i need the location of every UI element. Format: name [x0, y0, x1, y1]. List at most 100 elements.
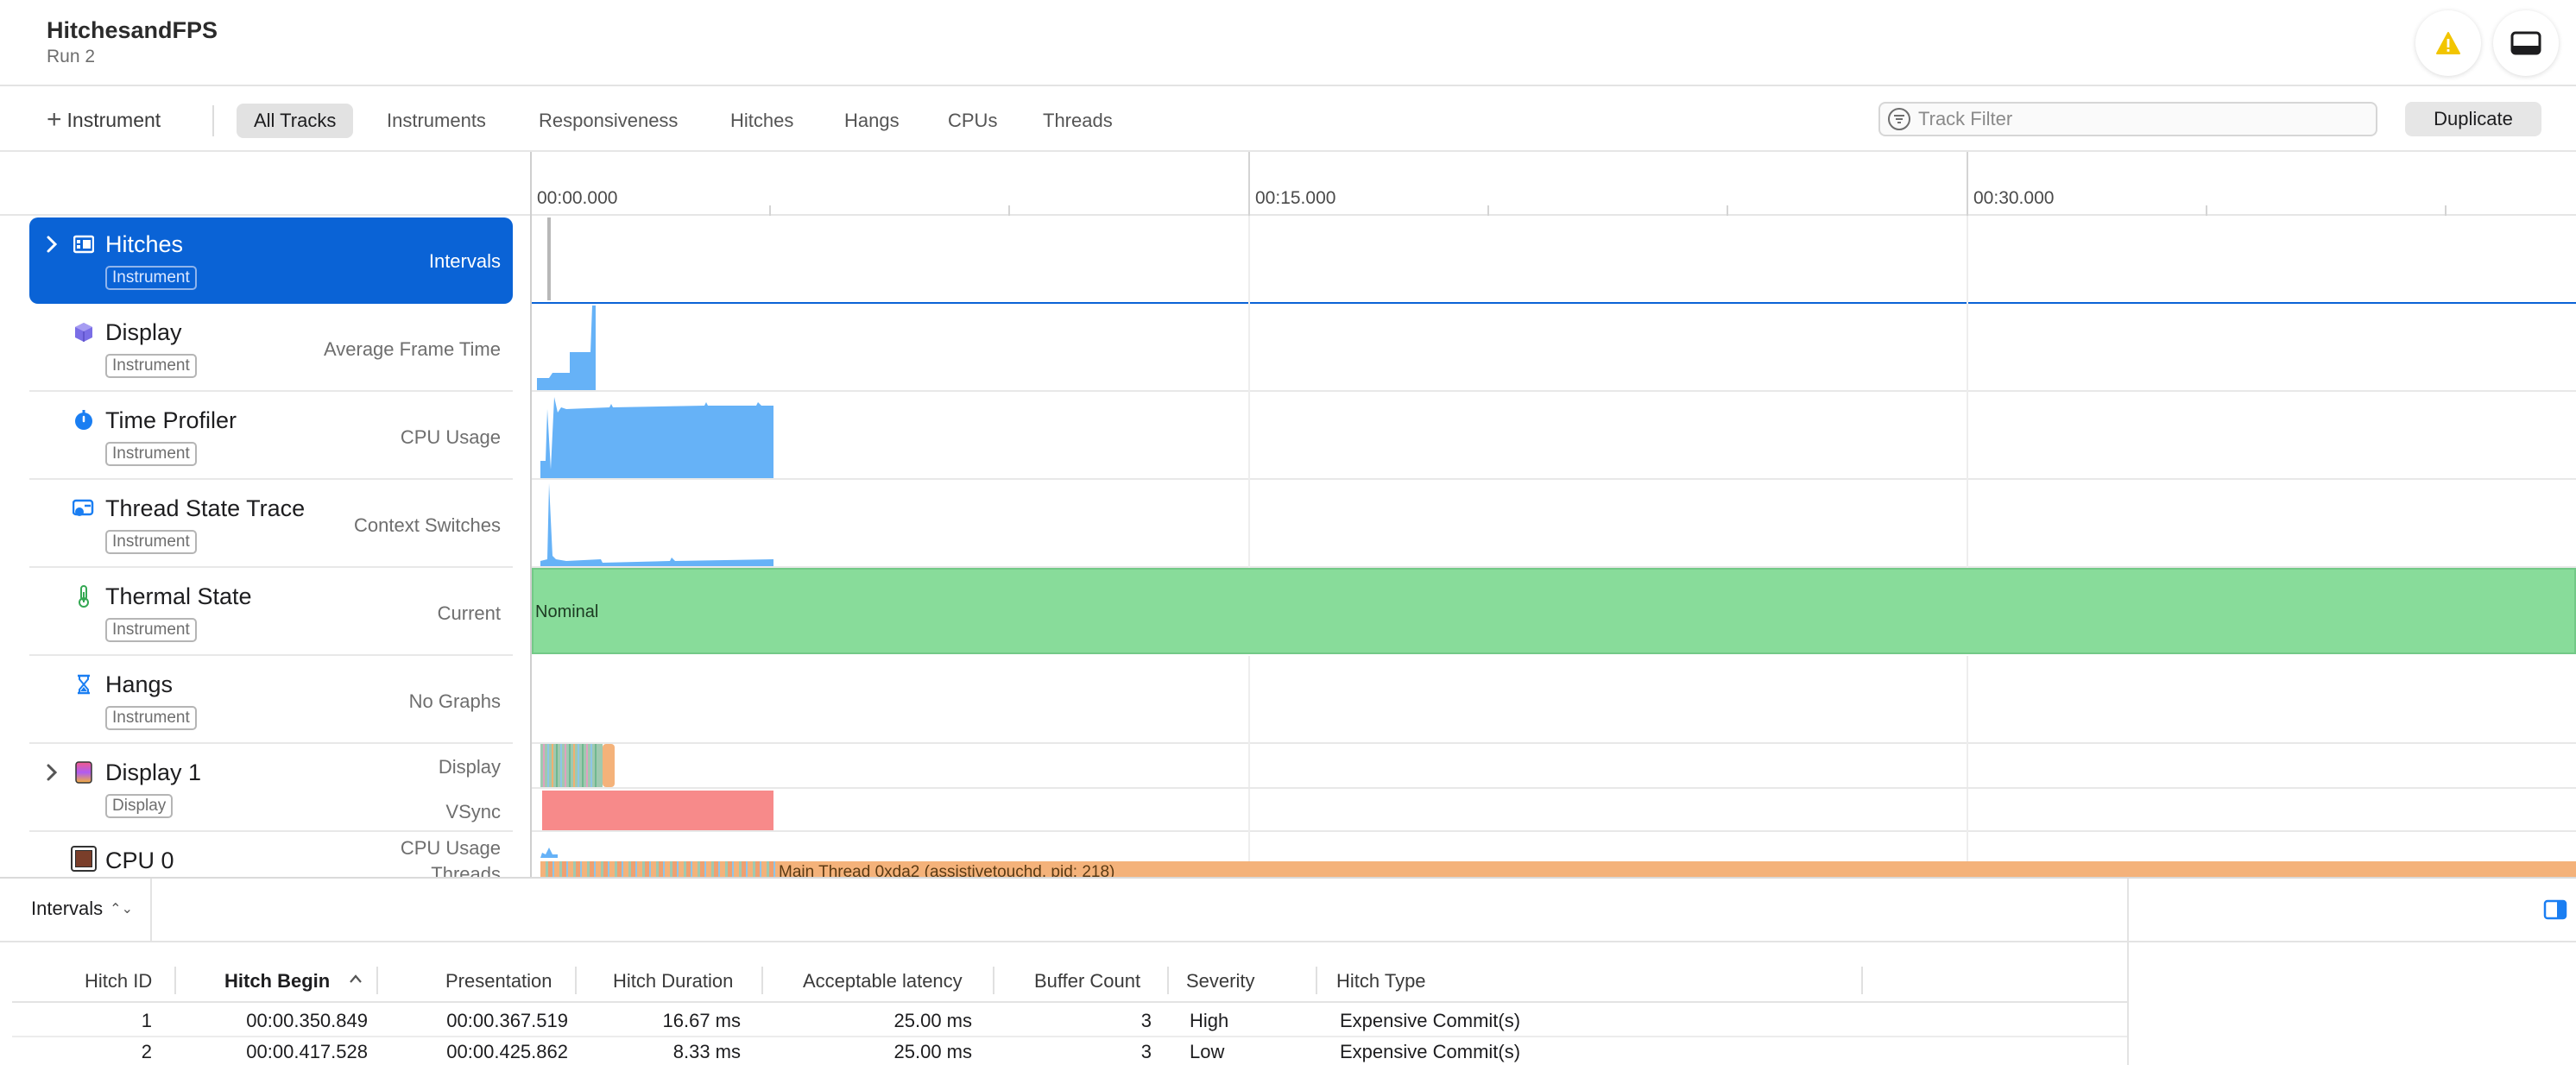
tab-cpus[interactable]: CPUs [948, 110, 998, 131]
track-name: Display 1 [105, 759, 202, 785]
track-graph-display[interactable] [532, 304, 2576, 392]
column-header-acceptable-latency[interactable]: Acceptable latency [803, 970, 963, 992]
column-divider[interactable] [174, 967, 176, 994]
toggle-detail-panel-button[interactable] [2493, 10, 2559, 76]
table-row[interactable]: 1 00:00.350.849 00:00.367.519 16.67 ms 2… [12, 1005, 2127, 1036]
ruler-label-15: 00:15.000 [1255, 188, 1336, 208]
ruler-minor-tick [1487, 205, 1489, 216]
column-header-buffer-count[interactable]: Buffer Count [1034, 970, 1141, 992]
track-graph-type: Average Frame Time [323, 338, 501, 360]
track-graph-hitches[interactable] [532, 216, 2576, 304]
track-graph-type: No Graphs [408, 690, 501, 712]
track-hangs[interactable]: Hangs Instrument No Graphs [0, 656, 2576, 744]
track-cpu-0[interactable]: CPU 0 CPU Usage Threads Main Thread 0xda… [0, 832, 2576, 877]
display-swatch-icon [73, 761, 95, 784]
thermal-state-value: Nominal [535, 602, 599, 621]
track-thermal-state[interactable]: Thermal State Instrument Current Nominal [0, 568, 2576, 656]
main-thread-bar[interactable]: Main Thread 0xda2 (assistivetouchd, pid:… [775, 861, 2576, 877]
timeline-ruler[interactable]: 00:00.000 00:15.000 00:30.000 [0, 152, 2576, 216]
ruler-major-tick [1248, 152, 1250, 216]
track-label-time-profiler[interactable]: Time Profiler Instrument CPU Usage [29, 394, 513, 480]
cell-acceptable-latency: 25.00 ms [893, 1041, 973, 1062]
cpu0-usage-graph [540, 848, 558, 858]
grid-line [1248, 480, 1250, 568]
thermal-state-bar[interactable]: Nominal [532, 568, 2576, 654]
add-instrument-button[interactable]: + Instrument [47, 104, 161, 136]
ruler-minor-tick [2445, 205, 2447, 216]
threads-strip[interactable] [540, 861, 775, 877]
track-graph-cpu-0[interactable]: Main Thread 0xda2 (assistivetouchd, pid:… [532, 832, 2576, 877]
inspector-toggle-button[interactable] [2543, 899, 2567, 920]
track-name: Hitches [105, 231, 184, 257]
track-graph-display-1[interactable] [532, 744, 2576, 832]
stopwatch-icon [73, 409, 95, 432]
hitch-interval-mark[interactable] [547, 217, 551, 300]
cell-hitch-type: Expensive Commit(s) [1340, 1041, 1521, 1062]
main-thread-label: Main Thread 0xda2 (assistivetouchd, pid:… [779, 863, 1115, 877]
track-thread-state-trace[interactable]: Thread State Trace Instrument Context Sw… [0, 480, 2576, 568]
table-row[interactable]: 2 00:00.417.528 00:00.425.862 8.33 ms 25… [12, 1036, 2127, 1065]
vsync-bar[interactable] [542, 791, 773, 830]
track-filter-field[interactable]: Track Filter [1878, 102, 2377, 136]
tab-threads[interactable]: Threads [1043, 110, 1113, 131]
cell-presentation: 00:00.367.519 [446, 1010, 568, 1031]
ruler-minor-tick [769, 205, 771, 216]
column-header-hitch-type[interactable]: Hitch Type [1336, 970, 1426, 992]
ruler-divider [530, 152, 532, 216]
track-name: Time Profiler [105, 407, 237, 433]
track-filter-placeholder: Track Filter [1918, 108, 2013, 129]
column-header-presentation[interactable]: Presentation [445, 970, 552, 992]
cell-hitch-id: 2 [141, 1041, 152, 1062]
detail-header-divider [150, 879, 152, 942]
track-label-hitches[interactable]: Hitches Instrument Intervals [29, 217, 513, 304]
column-header-hitch-begin[interactable]: Hitch Begin [224, 970, 331, 992]
chevron-right-icon[interactable] [43, 233, 60, 255]
track-graph-time-profiler[interactable] [532, 392, 2576, 480]
column-header-hitch-id[interactable]: Hitch ID [85, 970, 153, 992]
tab-all-tracks[interactable]: All Tracks [237, 104, 354, 138]
detail-view-selector[interactable]: Intervals ⌃⌄ [31, 898, 133, 920]
track-display-1[interactable]: Display 1 Display Display VSync [0, 744, 2576, 832]
tab-hitches[interactable]: Hitches [730, 110, 794, 131]
track-name: Hangs [105, 671, 174, 697]
column-header-hitch-duration[interactable]: Hitch Duration [613, 970, 734, 992]
duplicate-button[interactable]: Duplicate [2405, 102, 2541, 136]
column-divider[interactable] [1316, 967, 1317, 994]
track-display[interactable]: Display Instrument Average Frame Time [0, 304, 2576, 392]
track-graph-thermal-state[interactable]: Nominal [532, 568, 2576, 656]
tab-responsiveness[interactable]: Responsiveness [539, 110, 679, 131]
sub-track-divider [532, 787, 2576, 789]
cell-hitch-id: 1 [141, 1010, 152, 1031]
tab-instruments[interactable]: Instruments [387, 110, 486, 131]
column-divider[interactable] [575, 967, 577, 994]
tab-hangs[interactable]: Hangs [844, 110, 900, 131]
title-bar: HitchesandFPS Run 2 [0, 0, 2576, 86]
track-name: Display [105, 319, 182, 345]
track-hitches[interactable]: Hitches Instrument Intervals [0, 216, 2576, 304]
track-graph-type: CPU Usage [400, 426, 501, 448]
track-label-display[interactable]: Display Instrument Average Frame Time [29, 306, 513, 392]
display-frames-strip[interactable] [540, 744, 618, 787]
track-label-display-1[interactable]: Display 1 Display Display VSync [29, 746, 513, 832]
column-divider[interactable] [1167, 967, 1169, 994]
column-divider[interactable] [1861, 967, 1863, 994]
thermometer-icon [73, 585, 95, 608]
track-label-hangs[interactable]: Hangs Instrument No Graphs [29, 658, 513, 744]
grid-line [1967, 480, 1968, 568]
grid-line [1248, 304, 1250, 392]
column-divider[interactable] [376, 967, 378, 994]
track-graph-hangs[interactable] [532, 656, 2576, 744]
track-graph-thread-state-trace[interactable] [532, 480, 2576, 568]
warnings-button[interactable] [2415, 10, 2481, 76]
inspector-divider [2127, 879, 2129, 1065]
chevron-right-icon[interactable] [43, 761, 60, 784]
hourglass-icon [73, 673, 95, 696]
row-divider [12, 1036, 2127, 1037]
track-label-thermal-state[interactable]: Thermal State Instrument Current [29, 570, 513, 656]
track-label-thread-state-trace[interactable]: Thread State Trace Instrument Context Sw… [29, 482, 513, 568]
column-divider[interactable] [761, 967, 763, 994]
track-label-cpu-0[interactable]: CPU 0 CPU Usage Threads [29, 834, 513, 877]
column-header-severity[interactable]: Severity [1186, 970, 1255, 992]
track-time-profiler[interactable]: Time Profiler Instrument CPU Usage [0, 392, 2576, 480]
column-divider[interactable] [993, 967, 994, 994]
